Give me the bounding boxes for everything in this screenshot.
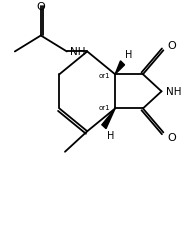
Text: O: O bbox=[36, 2, 45, 12]
Text: O: O bbox=[167, 132, 176, 142]
Polygon shape bbox=[102, 109, 115, 129]
Text: NH: NH bbox=[70, 47, 85, 57]
Text: or1: or1 bbox=[99, 73, 110, 79]
Text: O: O bbox=[167, 40, 176, 50]
Text: or1: or1 bbox=[99, 105, 110, 111]
Polygon shape bbox=[115, 62, 125, 75]
Text: H: H bbox=[107, 131, 114, 141]
Text: NH: NH bbox=[166, 87, 182, 97]
Text: H: H bbox=[125, 50, 133, 60]
